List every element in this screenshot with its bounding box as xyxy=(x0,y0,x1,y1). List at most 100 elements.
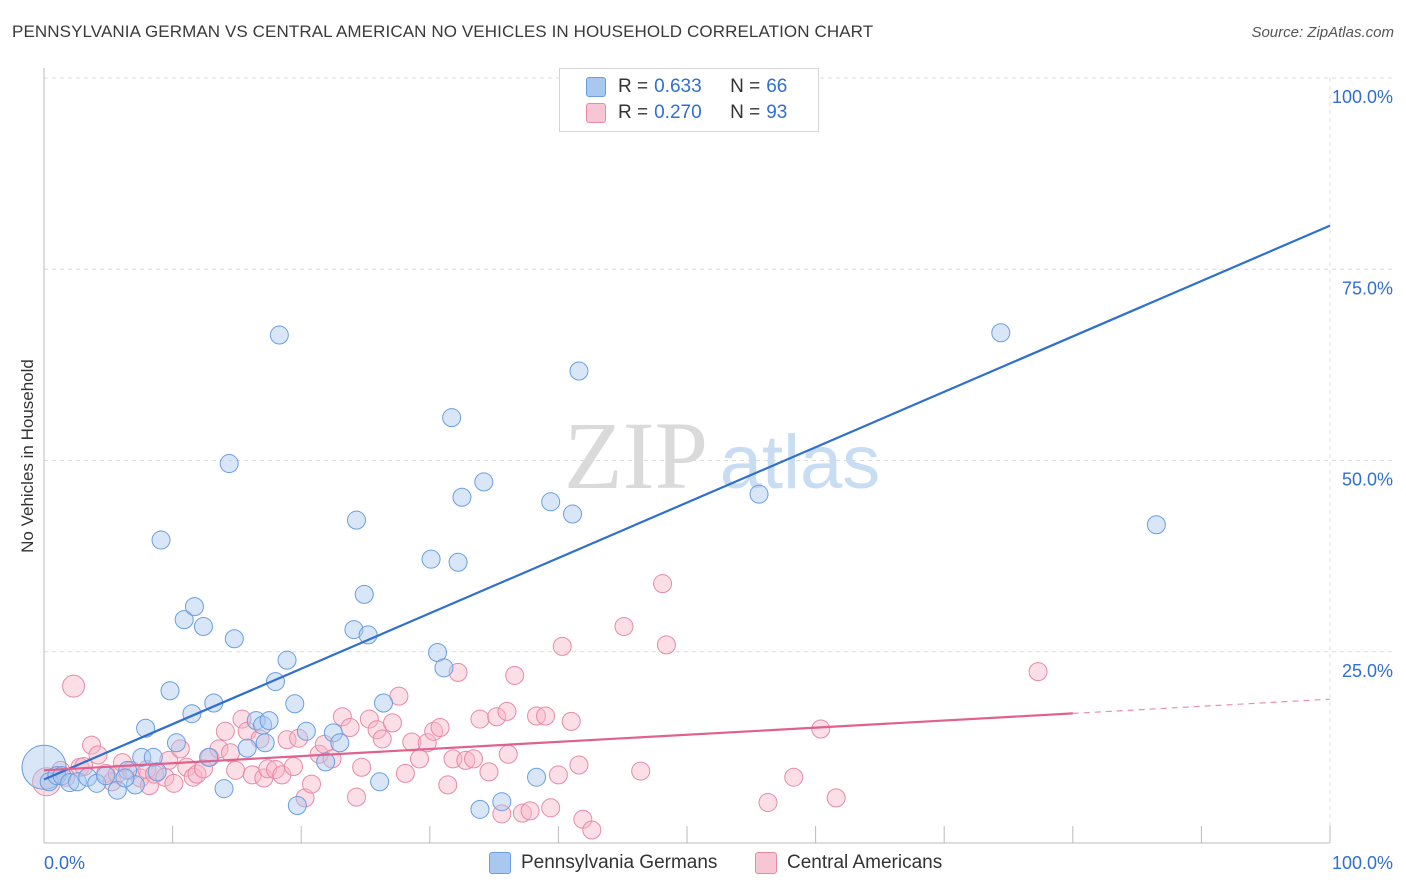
watermark-atlas: atlas xyxy=(720,420,881,505)
data-point-pennsylvania-germans xyxy=(287,796,307,816)
data-point-pennsylvania-germans xyxy=(96,766,116,786)
trend-line-central-americans xyxy=(43,712,1073,772)
data-point-pennsylvania-germans xyxy=(269,325,289,345)
data-point-central-americans xyxy=(332,707,352,727)
data-point-central-americans xyxy=(536,706,556,726)
legend-r-value: 0.633 xyxy=(654,76,702,97)
data-point-pennsylvania-germans xyxy=(569,361,589,381)
data-point-central-americans xyxy=(289,728,309,748)
data-point-pennsylvania-germans xyxy=(563,504,583,524)
data-point-central-americans xyxy=(541,798,561,818)
data-point-pennsylvania-germans xyxy=(285,694,305,714)
legend-swatch-blue xyxy=(586,77,606,97)
data-point-central-americans xyxy=(352,757,372,777)
data-point-central-americans xyxy=(548,765,568,785)
data-point-central-americans xyxy=(512,803,532,823)
data-point-central-americans xyxy=(159,750,179,770)
data-point-pennsylvania-germans xyxy=(67,772,87,792)
data-point-pennsylvania-germans xyxy=(492,792,512,812)
data-point-pennsylvania-germans xyxy=(991,323,1011,343)
legend-row-pennsylvania-germans: R = 0.633 N = 66 xyxy=(586,75,787,99)
series-pennsylvania-germans xyxy=(21,73,1166,819)
data-point-pennsylvania-germans xyxy=(60,773,80,793)
data-point-pennsylvania-germans xyxy=(330,733,350,753)
correlation-legend: R = 0.633 N = 66 R = 0.270 N = 93 xyxy=(559,68,819,132)
data-point-central-americans xyxy=(1028,662,1048,682)
data-point-pennsylvania-germans xyxy=(434,658,454,678)
legend-n-label: N = xyxy=(730,102,761,123)
data-point-pennsylvania-germans xyxy=(224,629,244,649)
tick-labels: 100.0% 75.0% 50.0% 25.0% 0.0% 100.0% xyxy=(44,87,1393,873)
legend-swatch-pink xyxy=(755,852,777,874)
data-point-central-americans xyxy=(88,745,108,765)
data-point-central-americans xyxy=(395,763,415,783)
data-point-pennsylvania-germans xyxy=(160,681,180,701)
data-point-central-americans xyxy=(417,733,437,753)
data-point-pennsylvania-germans xyxy=(1146,515,1166,535)
data-point-pennsylvania-germans xyxy=(277,650,297,670)
data-point-central-americans xyxy=(656,635,676,655)
data-point-pennsylvania-germans xyxy=(296,721,316,741)
series-central-americans xyxy=(32,574,1048,840)
data-point-pennsylvania-germans xyxy=(147,762,167,782)
data-point-pennsylvania-germans xyxy=(344,620,364,640)
y-tick-label: 50.0% xyxy=(1342,470,1393,490)
data-point-pennsylvania-germans xyxy=(452,487,472,507)
data-point-central-americans xyxy=(438,775,458,795)
data-point-central-americans xyxy=(758,792,778,812)
data-point-pennsylvania-germans xyxy=(259,711,279,731)
data-point-central-americans xyxy=(826,788,846,808)
data-point-central-americans xyxy=(582,820,602,840)
data-point-central-americans xyxy=(187,764,207,784)
data-point-pennsylvania-germans xyxy=(358,625,378,645)
watermark-zip: ZIP xyxy=(564,402,708,509)
axes xyxy=(43,68,1331,844)
data-point-central-americans xyxy=(653,574,673,594)
data-point-central-americans xyxy=(359,709,379,729)
data-point-central-americans xyxy=(170,739,190,759)
data-point-pennsylvania-germans xyxy=(448,552,468,572)
series-legend: Pennsylvania Germans Central Americans xyxy=(0,850,1406,880)
data-point-central-americans xyxy=(258,759,278,779)
data-point-central-americans xyxy=(479,762,499,782)
data-point-central-americans xyxy=(226,760,246,780)
trend-lines xyxy=(43,224,1331,781)
data-point-pennsylvania-germans xyxy=(346,510,366,530)
data-point-central-americans xyxy=(62,674,86,698)
data-point-pennsylvania-germans xyxy=(370,772,390,792)
legend-label: Central Americans xyxy=(787,852,943,873)
trend-line-central-americans-projection xyxy=(1072,698,1331,715)
data-point-central-americans xyxy=(448,662,468,682)
source-label: Source: ZipAtlas.com xyxy=(1251,24,1394,41)
legend-swatch-pink xyxy=(586,103,606,123)
data-point-pennsylvania-germans xyxy=(214,779,234,799)
legend-n-label: N = xyxy=(730,76,761,97)
data-point-central-americans xyxy=(265,760,285,780)
legend-r-value: 0.270 xyxy=(654,102,702,123)
data-point-central-americans xyxy=(430,717,450,737)
trend-line-pennsylvania-germans xyxy=(43,224,1331,781)
data-point-central-americans xyxy=(215,721,235,741)
data-point-central-americans xyxy=(301,774,321,794)
data-point-central-americans xyxy=(784,767,804,787)
data-point-pennsylvania-germans xyxy=(199,747,219,767)
data-point-central-americans xyxy=(82,735,102,755)
data-point-central-americans xyxy=(372,729,392,749)
x-tick-label: 0.0% xyxy=(44,853,85,873)
data-point-pennsylvania-germans xyxy=(125,775,145,795)
data-point-central-americans xyxy=(232,709,252,729)
x-tick-label: 100.0% xyxy=(1332,853,1393,873)
data-point-pennsylvania-germans xyxy=(541,492,561,512)
data-point-pennsylvania-germans xyxy=(174,610,194,630)
data-point-central-americans xyxy=(498,744,518,764)
legend-swatch-blue xyxy=(489,852,511,874)
data-point-central-americans xyxy=(410,749,430,769)
data-point-pennsylvania-germans xyxy=(136,718,156,738)
data-point-pennsylvania-germans xyxy=(184,597,204,617)
data-point-central-americans xyxy=(340,717,360,737)
data-point-pennsylvania-germans xyxy=(151,530,171,550)
data-point-pennsylvania-germans xyxy=(354,584,374,604)
data-point-pennsylvania-germans xyxy=(316,752,336,772)
data-point-pennsylvania-germans xyxy=(143,747,163,767)
